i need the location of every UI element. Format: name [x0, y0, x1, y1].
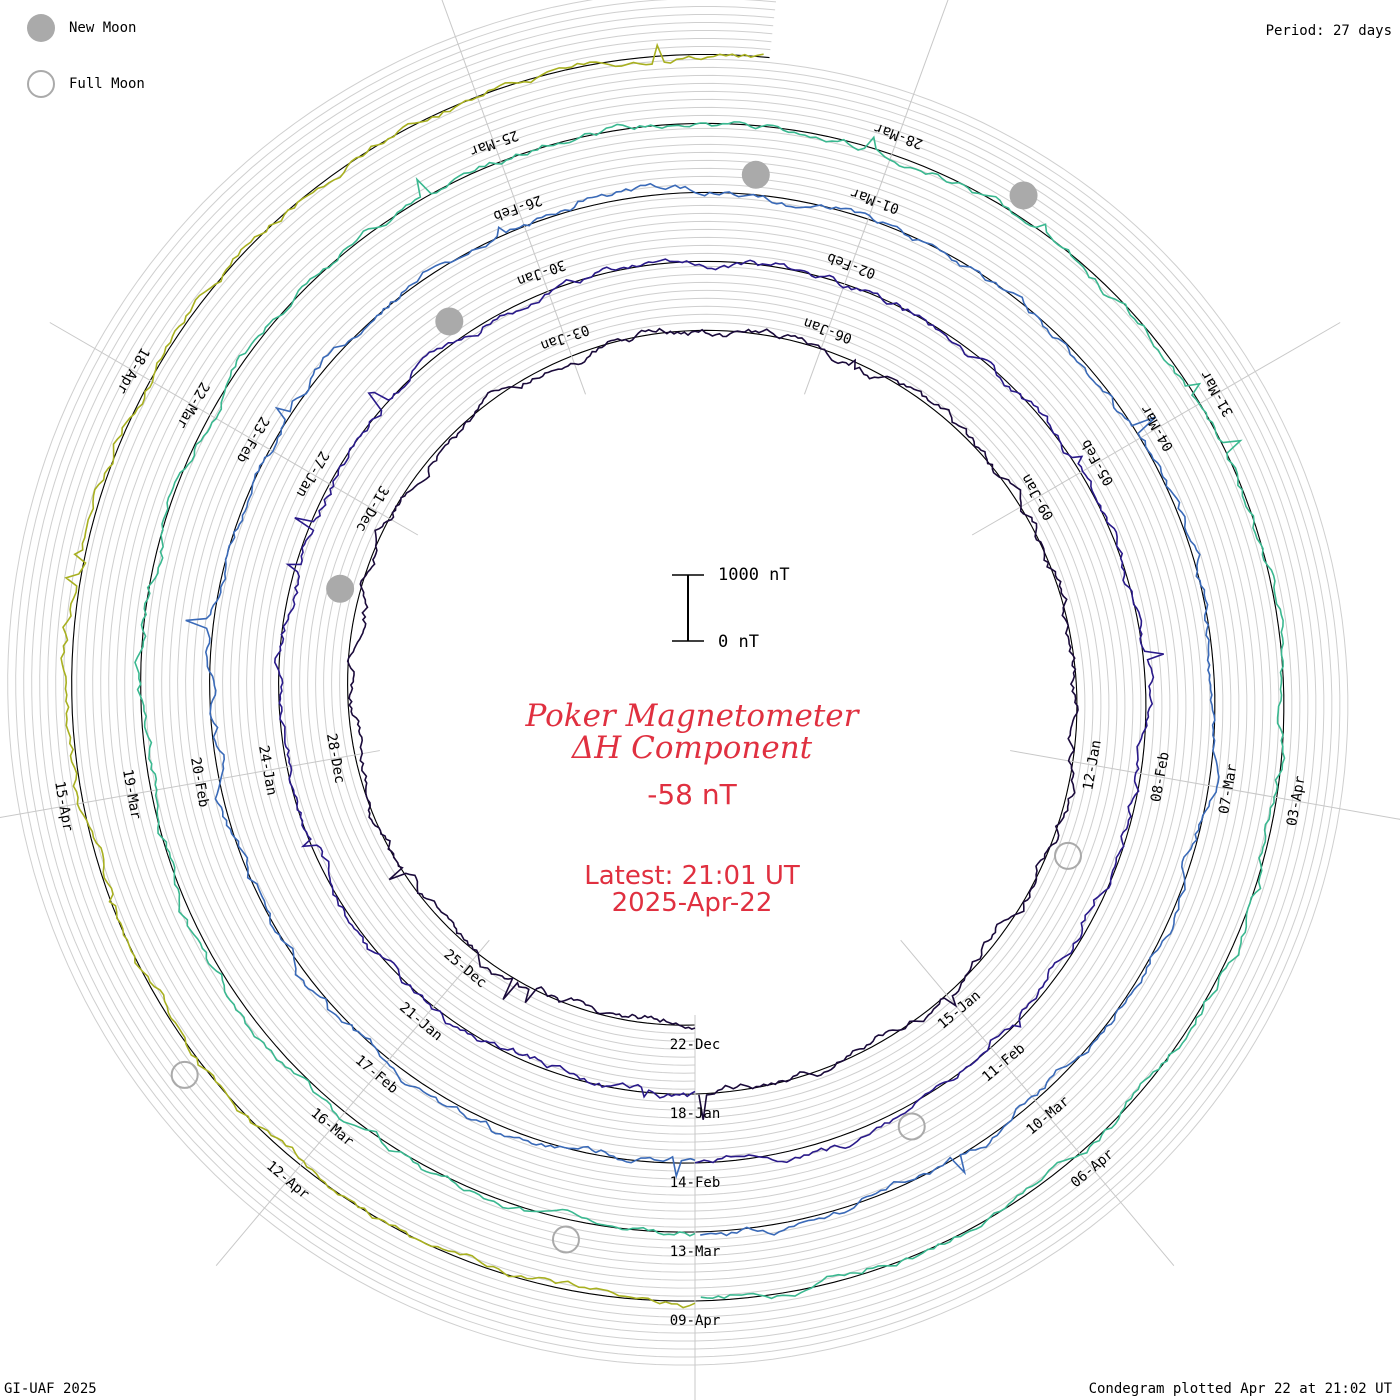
new-moon-marker [326, 574, 355, 603]
date-tick-label: 09-Apr [670, 1313, 721, 1329]
scale-bar: 1000 nT 0 nT [672, 565, 790, 652]
date-tick-label: 06-Jan [801, 314, 854, 346]
day-spoke [971, 322, 1341, 536]
date-tick-label: 18-Jan [670, 1106, 721, 1122]
day-spoke [0, 750, 380, 819]
new-moon-label: New Moon [69, 20, 137, 36]
date-tick-label: 28-Mar [872, 119, 925, 151]
date-tick-label: 30-Jan [515, 256, 568, 288]
day-spoke [1010, 750, 1400, 820]
series-line [134, 121, 1286, 1300]
day-spoke [803, 0, 949, 395]
new-moon-marker [1009, 181, 1038, 210]
legend-full-moon: Full Moon [27, 70, 145, 98]
grid-spiral [23, 6, 1333, 1350]
scale-top-label: 1000 nT [718, 565, 790, 585]
full-moon-label: Full Moon [69, 76, 145, 92]
grid-spiral [31, 14, 1325, 1342]
series-traces [60, 42, 1286, 1309]
legend-new-moon: New Moon [27, 14, 136, 42]
new-moon-marker [435, 307, 464, 336]
current-value: -58 nT [647, 778, 737, 811]
day-spoke [215, 939, 490, 1267]
latest-time: Latest: 21:01 UT [584, 861, 800, 891]
credit-label: GI-UAF 2025 [4, 1381, 97, 1397]
grid-spiral [47, 30, 1309, 1326]
date-tick-label: 13-Mar [670, 1244, 721, 1260]
full-moon-marker [1053, 841, 1082, 870]
full-moon-marker [551, 1225, 580, 1254]
date-tick-label: 03-Jan [538, 321, 591, 353]
series-line [60, 42, 764, 1309]
grid-spiral [55, 38, 1301, 1318]
grid-spiral [63, 46, 1293, 1310]
series-line [273, 258, 1164, 1164]
date-tick-label: 22-Dec [670, 1037, 721, 1053]
scale-bottom-label: 0 nT [718, 632, 759, 652]
full-moon-marker [897, 1112, 926, 1141]
day-spoke [49, 322, 419, 536]
date-tick-label: 14-Feb [670, 1175, 721, 1191]
plotted-note: Condegram plotted Apr 22 at 21:02 UT [1088, 1381, 1392, 1397]
date-tick-label: 25-Mar [468, 127, 521, 159]
chart-subtitle: ΔH Component [571, 730, 813, 766]
new-moon-icon [27, 14, 55, 42]
period-label: Period: 27 days [1265, 23, 1392, 39]
day-spoke [900, 939, 1175, 1267]
day-spoke [441, 0, 587, 395]
chart-title: Poker Magnetometer [525, 698, 861, 734]
series-line [185, 182, 1220, 1237]
latest-date: 2025-Apr-22 [612, 888, 773, 918]
full-moon-marker [170, 1060, 199, 1089]
grid-spiral [15, 0, 1341, 1358]
full-moon-icon [27, 70, 55, 98]
series-line [346, 327, 1079, 1120]
grid-spiral [7, 0, 1349, 1366]
chart-title-block: Poker Magnetometer ΔH Component -58 nT L… [525, 698, 861, 918]
moon-markers [170, 160, 1082, 1254]
grid-spiral [39, 22, 1317, 1334]
grid-rings [7, 0, 1349, 1366]
new-moon-marker [741, 160, 770, 189]
